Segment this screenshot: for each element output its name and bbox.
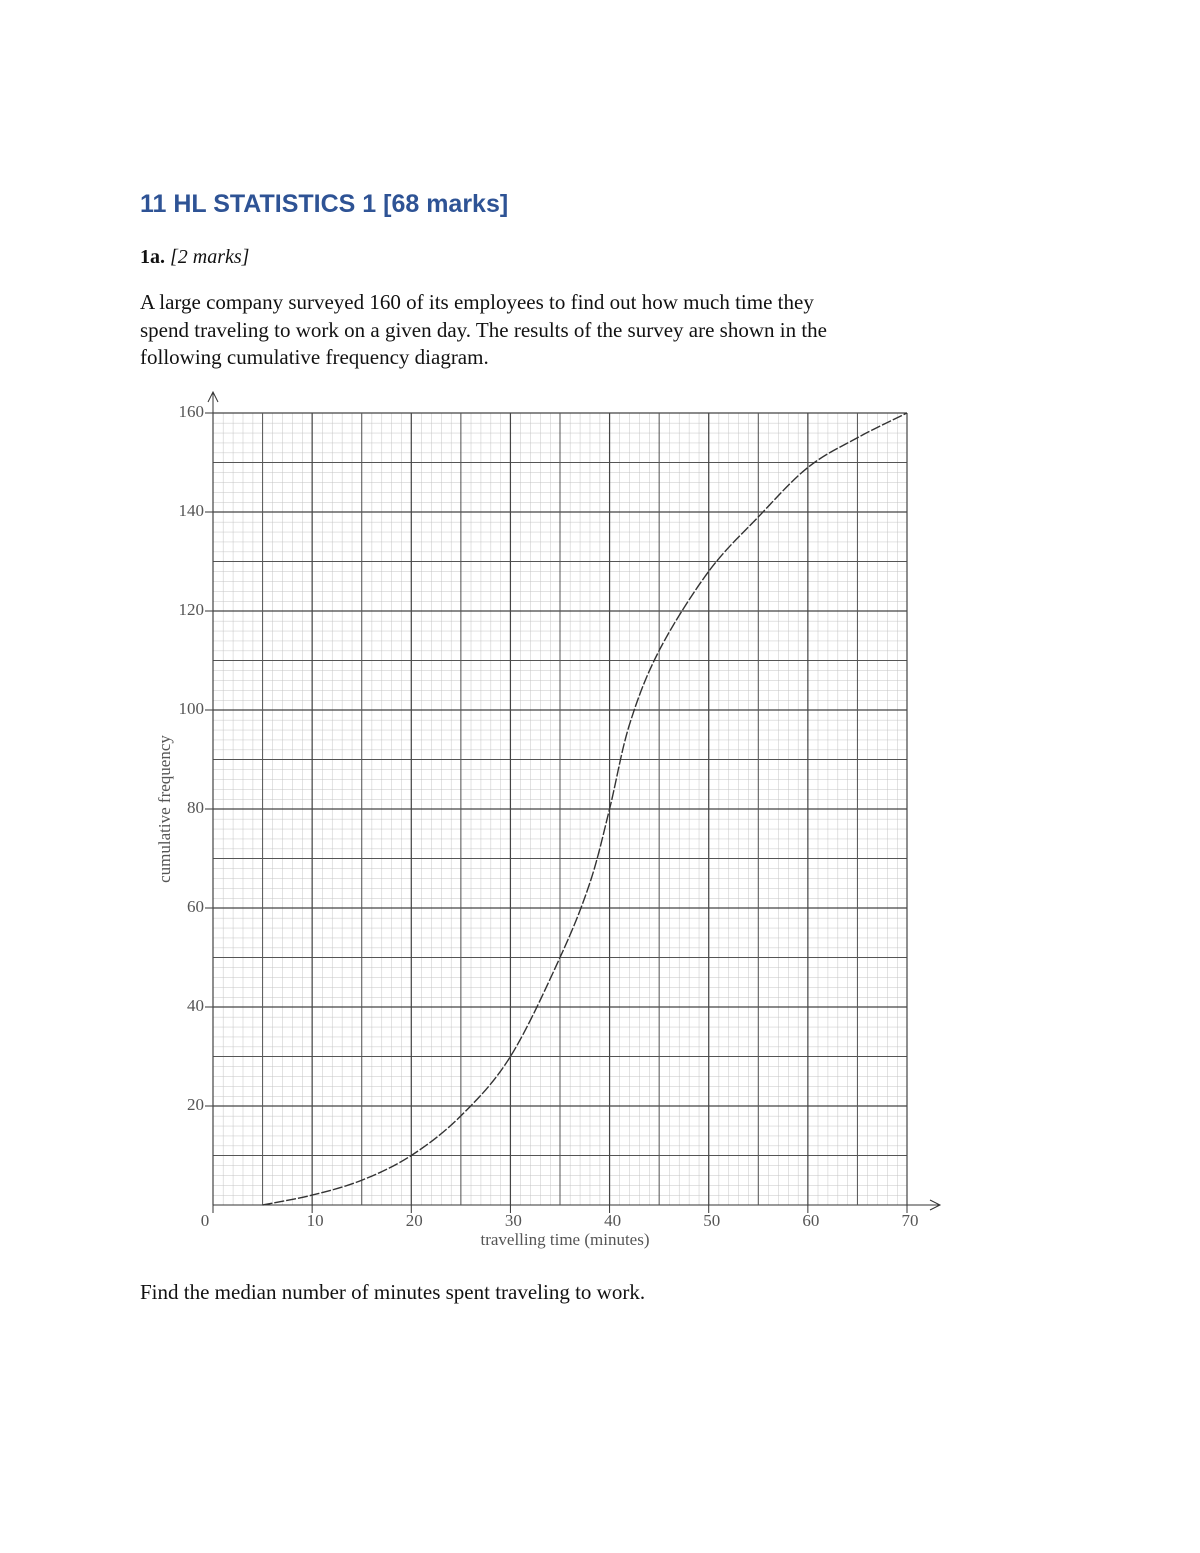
y-tick-label: 140 — [179, 501, 205, 520]
question-header: 1a. [2 marks] — [140, 246, 249, 269]
x-axis — [213, 1199, 942, 1211]
question-marks: [2 marks] — [170, 246, 250, 268]
y-tick-label: 120 — [179, 600, 205, 619]
x-tick-label: 60 — [802, 1211, 819, 1230]
x-tick-label: 10 — [307, 1211, 324, 1230]
x-axis-label: travelling time (minutes) — [480, 1230, 649, 1249]
y-tick-label: 100 — [179, 699, 205, 718]
text-line: spend traveling to work on a given day. … — [140, 317, 828, 342]
y-tick-label: 40 — [187, 996, 204, 1015]
text-line: following cumulative frequency diagram. — [140, 345, 489, 369]
x-tick-label: 0 — [201, 1211, 210, 1230]
text-line: A large company surveyed 160 of its empl… — [140, 290, 814, 314]
x-tick-label: 50 — [703, 1211, 720, 1230]
x-tick-label: 20 — [406, 1211, 423, 1230]
y-tick-label: 160 — [179, 402, 205, 421]
y-axis-label: cumulative frequency — [155, 735, 174, 883]
question-text: A large company surveyed 160 of its empl… — [140, 289, 827, 372]
x-tick-label: 30 — [505, 1211, 522, 1230]
title: 11 HL STATISTICS 1 [68 marks] — [140, 190, 509, 218]
question-prompt: Find the median number of minutes spent … — [140, 1280, 646, 1304]
y-tick-label: 20 — [187, 1095, 204, 1114]
question-number: 1a. — [140, 246, 165, 268]
x-tick-label: 70 — [902, 1211, 919, 1230]
chart: cumulative frequency travelling time (mi… — [155, 390, 942, 1249]
y-tick-label: 80 — [187, 798, 204, 817]
x-tick-label: 40 — [604, 1211, 621, 1230]
y-tick-label: 60 — [187, 897, 204, 916]
curve — [262, 412, 908, 1206]
